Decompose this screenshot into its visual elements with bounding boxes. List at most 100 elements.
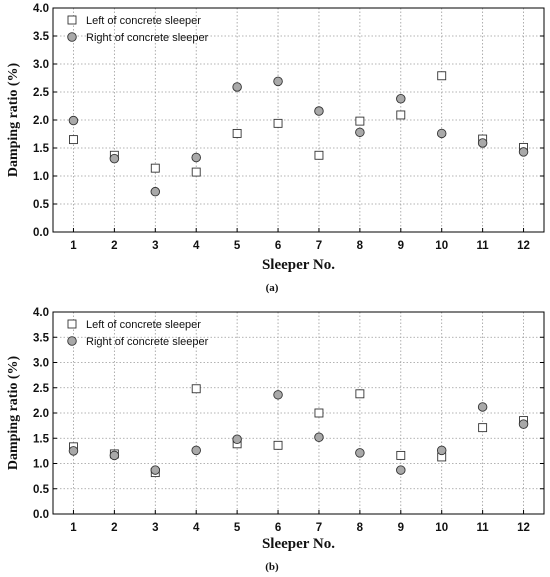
x-axis-title: Sleeper No. — [262, 536, 335, 552]
data-point-left — [396, 110, 406, 120]
legend-label: Right of concrete sleeper — [86, 336, 209, 348]
legend: Left of concrete sleeper Right of concret… — [67, 15, 209, 44]
y-tick-label: 3.0 — [33, 358, 49, 370]
x-tick-label: 2 — [111, 240, 117, 252]
legend-marker-square — [67, 319, 77, 329]
y-tick-label: 3.0 — [33, 59, 49, 71]
y-axis-title: Damping ratio (%) — [6, 63, 21, 178]
y-tick-label: 4.0 — [33, 3, 49, 15]
y-tick-label: 3.5 — [33, 332, 50, 344]
x-tick-label: 7 — [316, 522, 322, 534]
x-tick-label: 12 — [517, 522, 530, 534]
y-tick-label: 3.5 — [33, 31, 50, 43]
data-point-right — [477, 402, 488, 412]
x-tick-label: 11 — [477, 240, 490, 252]
panel-label: (b) — [265, 561, 279, 573]
x-tick-label: 9 — [398, 240, 404, 252]
legend-marker-square — [67, 15, 77, 25]
legend-marker-circle — [67, 336, 77, 346]
data-point-right — [273, 76, 283, 87]
data-point-right — [436, 128, 447, 139]
legend: Left of concrete sleeper Right of concret… — [67, 319, 209, 348]
x-tick-label: 9 — [398, 522, 404, 534]
data-point-right — [314, 106, 324, 116]
data-point-right — [273, 390, 283, 400]
data-point-left — [150, 163, 160, 173]
data-point-right — [150, 465, 161, 475]
data-point-left — [478, 423, 488, 433]
x-tick-label: 5 — [234, 240, 241, 252]
data-point-right — [109, 450, 120, 461]
x-tick-label: 6 — [275, 240, 281, 252]
y-tick-label: 1.5 — [33, 143, 50, 155]
x-tick-label: 10 — [435, 240, 448, 252]
data-point-right — [232, 82, 242, 92]
x-tick-label: 3 — [152, 522, 158, 534]
x-tick-label: 12 — [517, 240, 530, 252]
y-tick-label: 1.5 — [33, 433, 50, 445]
data-point-right — [150, 186, 161, 197]
y-tick-label: 2.0 — [33, 408, 49, 420]
data-point-right — [191, 445, 201, 456]
x-axis-title: Sleeper No. — [262, 257, 335, 273]
x-tick-label: 1 — [70, 522, 77, 534]
x-tick-label: 11 — [477, 522, 490, 534]
data-point-left — [314, 150, 324, 160]
data-point-right — [355, 127, 365, 138]
panel-label: (a) — [266, 282, 279, 294]
y-axis-title: Damping ratio (%) — [6, 356, 21, 471]
y-tick-label: 0.5 — [33, 199, 50, 211]
x-tick-label: 6 — [275, 522, 281, 534]
data-point-right — [191, 152, 201, 163]
x-tick-label: 4 — [193, 240, 200, 252]
data-point-right — [109, 153, 120, 164]
data-point-right — [314, 432, 324, 442]
data-point-left — [232, 128, 242, 138]
x-tick-label: 8 — [357, 240, 364, 252]
data-point-left — [273, 118, 283, 128]
legend-label: Left of concrete sleeper — [86, 15, 201, 27]
data-point-right — [518, 419, 529, 429]
y-tick-label: 2.5 — [33, 383, 50, 395]
data-point-right — [232, 434, 242, 445]
y-tick-label: 0.0 — [33, 227, 49, 239]
data-point-left — [355, 389, 365, 399]
chart-panel-a: 0.00.51.01.52.02.53.03.54.01 2 3 4 5 6 7 8 9 10 11… — [6, 3, 545, 294]
data-point-right — [518, 147, 529, 157]
x-tick-label: 1 — [70, 240, 77, 252]
data-point-left — [314, 408, 324, 418]
legend-marker-circle — [67, 32, 77, 42]
x-tick-label: 8 — [357, 522, 364, 534]
y-tick-label: 4.0 — [33, 307, 49, 319]
y-tick-label: 1.0 — [33, 171, 49, 183]
data-point-right — [436, 445, 447, 456]
data-point-left — [69, 135, 78, 145]
data-point-left — [437, 71, 447, 81]
data-point-left — [396, 450, 406, 460]
y-tick-label: 2.0 — [33, 115, 49, 127]
y-tick-label: 2.5 — [33, 87, 50, 99]
x-tick-label: 3 — [152, 240, 158, 252]
data-point-left — [355, 116, 365, 126]
legend-label: Right of concrete sleeper — [86, 32, 209, 44]
x-tick-label: 5 — [234, 522, 241, 534]
data-point-right — [477, 138, 488, 148]
x-tick-label: 2 — [111, 522, 117, 534]
y-tick-label: 1.0 — [33, 459, 49, 471]
data-point-right — [68, 446, 79, 456]
x-tick-label: 4 — [193, 522, 200, 534]
chart-panel-b: 0.00.51.01.52.02.53.03.54.01 2 3 4 5 6 7 8 9 10 11… — [6, 307, 545, 573]
data-point-left — [191, 167, 201, 177]
data-point-left — [273, 440, 283, 450]
legend-label: Left of concrete sleeper — [86, 319, 201, 331]
y-tick-label: 0.5 — [33, 484, 50, 496]
data-point-right — [396, 465, 406, 475]
data-point-left — [191, 384, 201, 394]
data-point-right — [396, 93, 406, 104]
data-point-right — [355, 448, 365, 458]
y-tick-label: 0.0 — [33, 509, 49, 521]
data-point-right — [68, 115, 79, 126]
x-tick-label: 10 — [435, 522, 448, 534]
x-tick-label: 7 — [316, 240, 322, 252]
